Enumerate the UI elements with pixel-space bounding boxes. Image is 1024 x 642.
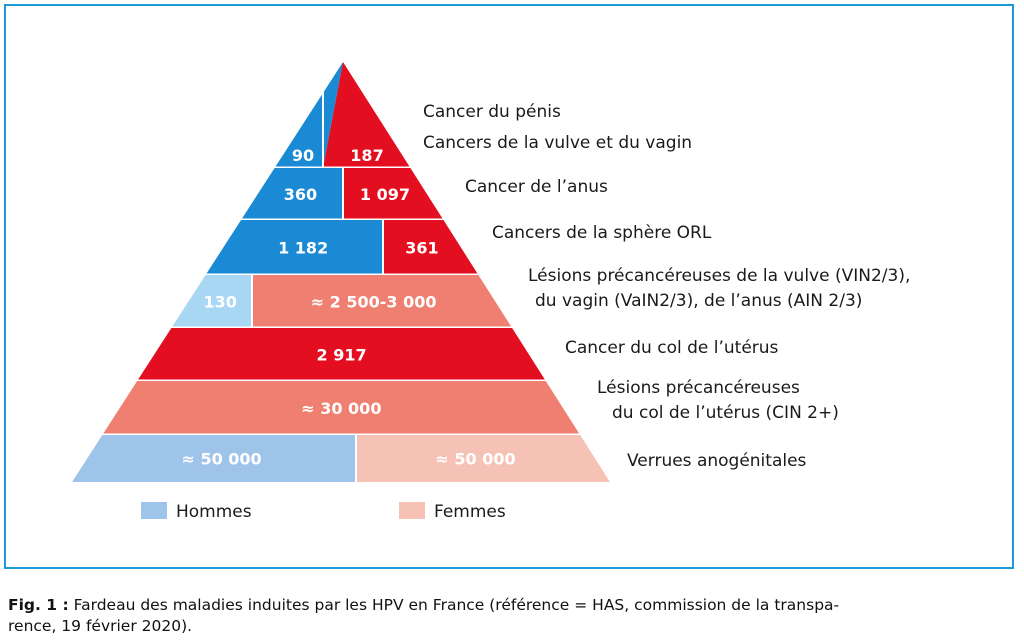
segment-value-femmes: ≈ 50 000 — [435, 450, 515, 469]
pyramid-segment-femmes — [252, 275, 513, 328]
caption-text: Fardeau des maladies induites par les HP… — [68, 596, 840, 614]
segment-value-hommes: 130 — [204, 293, 237, 312]
row-label: Lésions précancéreuses de la vulve (VIN2… — [528, 266, 910, 286]
pyramid-segment-femmes — [356, 435, 610, 482]
legend-label-hommes: Hommes — [176, 502, 252, 522]
pyramid-segment-hommes — [205, 220, 383, 275]
figure-frame — [4, 4, 1014, 569]
pyramid-segment-hommes — [274, 62, 343, 168]
caption-text-2: rence, 19 février 2020). — [8, 617, 193, 635]
legend-swatch-femmes — [399, 502, 425, 519]
segment-value-hommes: 90 — [292, 146, 314, 165]
segment-value-femmes: ≈ 30 000 — [301, 399, 381, 418]
row-label: Cancers de la sphère ORL — [492, 223, 712, 243]
segment-value-hommes: 360 — [284, 185, 317, 204]
pyramid-segment-femmes — [137, 328, 546, 381]
figure-caption: Fig. 1 : Fardeau des maladies induites p… — [8, 595, 1018, 637]
pyramid-segment-hommes — [171, 275, 252, 328]
segment-value-femmes: 361 — [405, 239, 438, 258]
legend-label-femmes: Femmes — [434, 502, 506, 522]
row-label: Cancer du pénis — [423, 102, 561, 122]
row-label: Cancers de la vulve et du vagin — [423, 133, 692, 153]
row-label: du col de l’utérus (CIN 2+) — [612, 403, 839, 423]
row-label: Cancer du col de l’utérus — [565, 338, 779, 358]
segment-value-femmes: ≈ 2 500-3 000 — [311, 293, 437, 312]
caption-figref: Fig. 1 : — [8, 596, 69, 614]
segment-value-femmes: 1 097 — [360, 185, 410, 204]
pyramid-segment-femmes — [323, 62, 411, 168]
pyramid-chart: 90 187 Cancer du pénis Cancers de la vulve … — [72, 62, 910, 522]
row-label: Lésions précancéreuses — [597, 378, 800, 398]
segment-value-femmes: 2 917 — [317, 346, 367, 365]
segment-value-hommes: 1 182 — [278, 239, 328, 258]
row-label: Cancer de l’anus — [465, 177, 608, 197]
row-label: Verrues anogénitales — [627, 451, 807, 471]
pyramid-segment-hommes — [72, 435, 356, 482]
segment-value-femmes: 187 — [350, 146, 383, 165]
row-label: du vagin (VaIN2/3), de l’anus (AIN 2/3) — [535, 291, 862, 311]
pyramid-segment-femmes — [383, 220, 479, 275]
pyramid-segment-femmes — [343, 168, 444, 220]
pyramid-segment-femmes — [102, 381, 581, 435]
legend-swatch-hommes — [141, 502, 167, 519]
segment-value-hommes: ≈ 50 000 — [181, 450, 261, 469]
pyramid-segment-hommes — [241, 168, 343, 220]
